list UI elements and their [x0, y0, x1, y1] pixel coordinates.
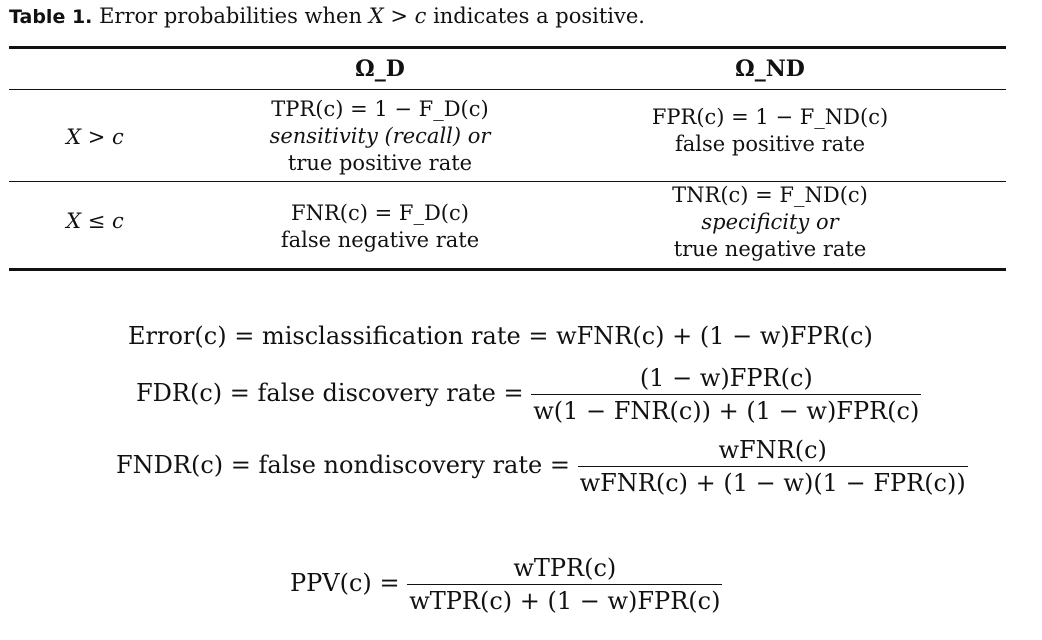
tnr-formula: TNR(c) = F_ND(c)	[672, 183, 868, 207]
tpr-description-1: sensitivity (recall) or	[269, 124, 491, 148]
ppv-denominator: wTPR(c) + (1 − w)FPR(c)	[407, 584, 723, 615]
ppv-lhs: PPV(c)	[290, 569, 372, 597]
fnr-formula: FNR(c) = F_D(c)	[291, 201, 469, 225]
fndr-fraction: wFNR(c) wFNR(c) + (1 − w)(1 − FPR(c))	[577, 436, 968, 497]
table-caption: Table 1. Error probabilities when X > c …	[9, 4, 645, 28]
caption-text-after: indicates a positive.	[433, 4, 645, 28]
fdr-lhs: FDR(c)	[136, 379, 223, 407]
table-top-rule	[9, 46, 1006, 49]
fdr-fraction: (1 − w)FPR(c) w(1 − FNR(c)) + (1 − w)FPR…	[531, 364, 922, 425]
table-header-rule	[9, 89, 1006, 90]
cell-fpr: FPR(c) = 1 − F_ND(c) false positive rate	[620, 104, 920, 158]
error-name: misclassification rate	[261, 322, 521, 350]
fndr-name: false nondiscovery rate	[258, 451, 543, 479]
table-bottom-rule	[9, 268, 1006, 271]
cell-tnr: TNR(c) = F_ND(c) specificity or true neg…	[620, 182, 920, 263]
error-rhs: wFNR(c) + (1 − w)FPR(c)	[556, 322, 873, 350]
col-header-omega-d: Ω_D	[355, 56, 405, 82]
table-row-divider	[9, 181, 1006, 182]
row-label-x-greater-c: X > c	[66, 125, 124, 149]
caption-label: Table 1.	[9, 6, 93, 28]
fndr-numerator: wFNR(c)	[718, 436, 827, 464]
fndr-denominator: wFNR(c) + (1 − w)(1 − FPR(c))	[577, 466, 968, 497]
equation-fndr: FNDR(c) = false nondiscovery rate = wFNR…	[116, 436, 968, 497]
equation-error: Error(c) = misclassification rate = wFNR…	[128, 322, 873, 350]
fdr-numerator: (1 − w)FPR(c)	[639, 364, 813, 392]
tnr-description-2: true negative rate	[673, 237, 867, 261]
col-header-omega-nd: Ω_ND	[735, 56, 805, 82]
fnr-description: false negative rate	[280, 228, 480, 252]
tpr-formula: TPR(c) = 1 − F_D(c)	[271, 97, 489, 121]
cell-fnr: FNR(c) = F_D(c) false negative rate	[230, 200, 530, 254]
cell-tpr: TPR(c) = 1 − F_D(c) sensitivity (recall)…	[230, 96, 530, 177]
row-label-x-leq-c: X ≤ c	[66, 209, 124, 233]
equation-fdr: FDR(c) = false discovery rate = (1 − w)F…	[136, 364, 922, 425]
error-lhs: Error(c)	[128, 322, 227, 350]
tnr-description-1: specificity or	[701, 210, 839, 234]
ppv-fraction: wTPR(c) wTPR(c) + (1 − w)FPR(c)	[407, 554, 723, 615]
equation-ppv: PPV(c) = wTPR(c) wTPR(c) + (1 − w)FPR(c)	[290, 554, 723, 615]
ppv-numerator: wTPR(c)	[513, 554, 617, 582]
caption-text-before: Error probabilities when	[99, 4, 363, 28]
fdr-denominator: w(1 − FNR(c)) + (1 − w)FPR(c)	[531, 394, 922, 425]
fpr-description: false positive rate	[674, 132, 865, 156]
tpr-description-2: true positive rate	[287, 151, 473, 175]
fdr-name: false discovery rate	[257, 379, 496, 407]
fpr-formula: FPR(c) = 1 − F_ND(c)	[651, 105, 889, 129]
fndr-lhs: FNDR(c)	[116, 451, 224, 479]
caption-condition: X > c	[368, 4, 427, 28]
